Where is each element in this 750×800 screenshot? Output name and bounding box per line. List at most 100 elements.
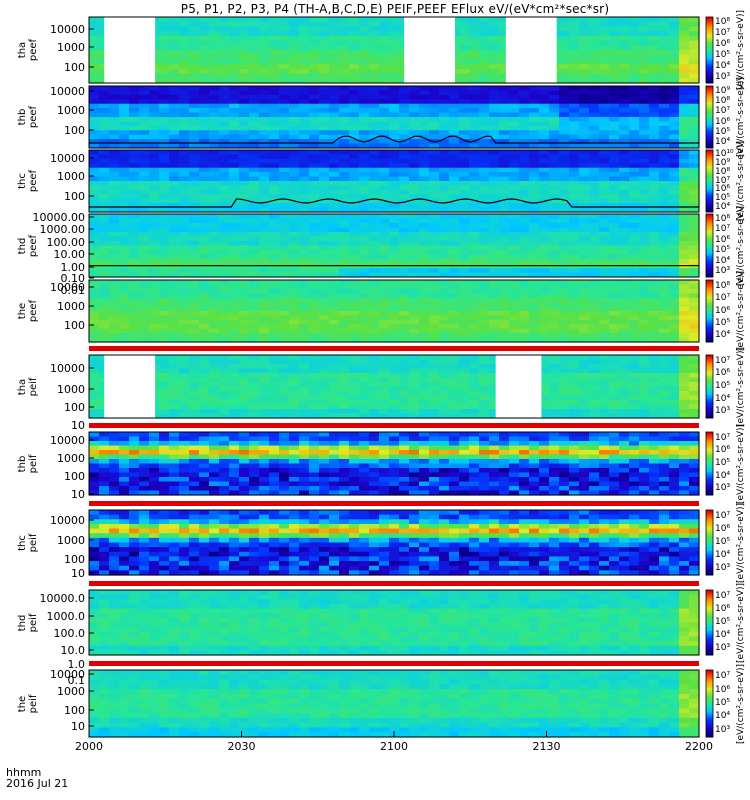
- spectrogram-cell: [339, 158, 350, 164]
- spectrogram-cell: [499, 158, 510, 164]
- spectrogram-cell: [239, 302, 250, 308]
- spectrogram-cell: [499, 94, 510, 100]
- spectrogram-cell: [579, 59, 590, 65]
- spectrogram-cell: [429, 227, 440, 233]
- spectrogram-cell: [489, 293, 500, 299]
- spectrogram-cell: [609, 134, 620, 140]
- spectrogram-cell: [639, 272, 650, 278]
- colorbar-segment: [706, 230, 713, 234]
- spectrogram-cell: [409, 103, 420, 109]
- spectrogram-cell: [229, 236, 240, 242]
- spectrogram-cell: [239, 207, 250, 213]
- spectrogram-cell: [199, 176, 210, 182]
- spectrogram-cell: [209, 203, 220, 209]
- spectrogram-cell: [339, 359, 350, 365]
- spectrogram-cell: [289, 377, 300, 383]
- spectrogram-cell: [539, 373, 550, 379]
- spectrogram-cell: [349, 259, 360, 265]
- spectrogram-cell: [619, 250, 630, 256]
- spectrogram-cell: [249, 125, 260, 131]
- spectrogram-cell: [489, 250, 500, 256]
- spectrogram-cell: [199, 26, 210, 32]
- spectrogram-cell: [409, 172, 420, 178]
- spectrogram-cell: [489, 158, 500, 164]
- spectrogram-cell: [379, 64, 390, 70]
- colorbar-segment: [706, 335, 713, 339]
- spectrogram-cell: [259, 54, 270, 61]
- colorbar-segment: [706, 52, 713, 55]
- spectrogram-cell: [99, 198, 110, 204]
- spectrogram-cell: [349, 373, 360, 379]
- spectrogram-cell: [479, 218, 490, 224]
- spectrogram-cell: [269, 125, 280, 131]
- spectrogram-cell: [159, 130, 170, 136]
- spectrogram-cell: [659, 130, 670, 136]
- spectrogram-cell: [269, 250, 280, 256]
- spectrogram-cell: [489, 272, 500, 278]
- colorbar-segment: [706, 139, 713, 143]
- spectrogram-cell: [249, 250, 260, 256]
- spectrogram-cell: [319, 90, 330, 96]
- spectrogram-cell: [409, 167, 420, 173]
- spectrogram-cell: [279, 167, 290, 173]
- spectrogram-cell: [659, 40, 670, 46]
- spectrogram-cell: [379, 359, 390, 365]
- spectrogram-cell: [499, 108, 510, 114]
- spectrogram-cell: [469, 284, 480, 290]
- spectrogram-cell: [589, 288, 600, 294]
- spectrogram-cell: [529, 288, 540, 294]
- spectrogram-cell: [459, 359, 470, 365]
- spectrogram-cell: [629, 288, 640, 294]
- spectrogram-cell: [309, 311, 320, 317]
- colorbar-segment: [706, 237, 713, 240]
- spectrogram-cell: [169, 125, 180, 131]
- spectrogram-cell: [99, 90, 110, 96]
- spectrogram-cell: [369, 31, 380, 37]
- spectrogram-cell: [519, 236, 530, 242]
- spectrogram-cell: [209, 143, 220, 149]
- colorbar-segment: [706, 69, 713, 73]
- spectrogram-cell: [569, 130, 580, 136]
- spectrogram-cell: [469, 64, 480, 70]
- spectrogram-cell: [239, 158, 250, 164]
- spectrogram-cell: [489, 386, 500, 392]
- spectrogram-cell: [489, 355, 500, 361]
- spectrogram-cell: [249, 268, 260, 274]
- spectrogram-cell: [439, 245, 450, 251]
- spectrogram-cell: [549, 125, 560, 131]
- spectrogram-cell: [539, 203, 550, 209]
- spectrogram-cell: [369, 40, 380, 46]
- spectrogram-cell: [649, 333, 660, 339]
- spectrogram-cell: [559, 311, 570, 317]
- spectrogram-cell: [479, 176, 490, 182]
- spectrogram-cell: [649, 21, 660, 28]
- spectrogram-cell: [109, 194, 120, 200]
- spectrogram-cell: [689, 223, 700, 229]
- spectrogram-cell: [669, 268, 680, 274]
- spectrogram-cell: [689, 64, 700, 70]
- spectrogram-cell: [259, 154, 270, 160]
- spectrogram-cell: [659, 108, 670, 114]
- spectrogram-cell: [659, 21, 670, 28]
- spectrogram-cell: [629, 50, 640, 56]
- spectrogram-cell: [209, 214, 220, 220]
- spectrogram-cell: [149, 259, 160, 265]
- spectrogram-cell: [429, 94, 440, 100]
- colorbar-segment: [706, 280, 713, 283]
- spectrogram-cell: [479, 207, 490, 213]
- spectrogram-cell: [539, 324, 550, 330]
- spectrogram-cell: [619, 241, 630, 247]
- spectrogram-cell: [629, 94, 640, 100]
- spectrogram-cell: [189, 163, 200, 169]
- spectrogram-cell: [289, 293, 300, 299]
- spectrogram-cell: [459, 272, 470, 278]
- spectrogram-cell: [649, 198, 660, 204]
- spectrogram-cell: [599, 297, 610, 303]
- spectrogram-cell: [559, 333, 570, 339]
- spectrogram-cell: [269, 94, 280, 100]
- spectrogram-cell: [359, 280, 370, 286]
- spectrogram-cell: [379, 386, 390, 392]
- spectrogram-cell: [609, 181, 620, 187]
- spectrogram-cell: [159, 319, 170, 325]
- spectrogram-cell: [659, 172, 670, 178]
